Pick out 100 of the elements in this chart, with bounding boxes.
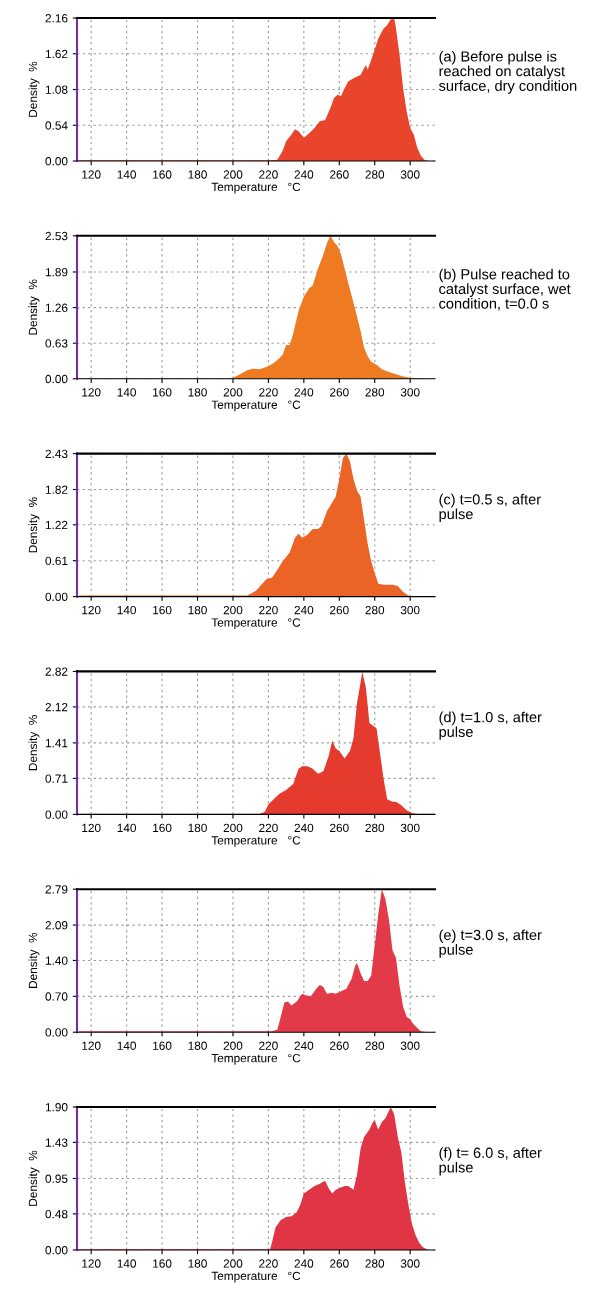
y-tick-label: 1.08 (45, 85, 68, 94)
x-tick-label: 300 (400, 605, 420, 615)
text: (e) t=3.0 s, after pulse (439, 929, 542, 958)
text: (d) t=1.0 s, after pulse (439, 711, 542, 740)
x-tick-label: 200 (223, 605, 243, 615)
x-tick-label: 260 (330, 605, 349, 615)
x-tick-label: 140 (117, 605, 137, 615)
y-tick-label: 0.00 (45, 592, 68, 601)
y-tick-label: 2.09 (45, 921, 68, 930)
text: (c) t=0.5 s, after pulse (439, 493, 541, 523)
x-tick-label: 220 (259, 1041, 278, 1050)
y-tick-label: 0.00 (45, 1028, 68, 1037)
y-axis-title: Density % (28, 497, 40, 553)
x-tick-label: 240 (294, 170, 314, 179)
y-tick-label: 1.22 (45, 520, 68, 530)
x-tick-label: 140 (117, 823, 137, 833)
y-tick-label: 0.54 (45, 121, 68, 130)
x-tick-label: 240 (294, 388, 314, 397)
y-tick-label: 0.63 (45, 339, 68, 348)
x-tick-label: 280 (365, 1259, 385, 1268)
y-tick-label: 2.53 (45, 231, 68, 241)
x-tick-label: 220 (259, 1259, 278, 1268)
y-tick-label: 1.43 (45, 1138, 68, 1147)
y-tick-label: 1.62 (45, 49, 68, 59)
x-tick-label: 180 (188, 823, 207, 833)
x-tick-label: 180 (188, 388, 207, 397)
x-tick-label: 180 (188, 170, 207, 179)
x-tick-label: 220 (259, 605, 278, 615)
y-tick-label: 0.48 (45, 1209, 68, 1219)
y-tick-label: 1.40 (45, 956, 68, 965)
y-tick-label: 2.82 (45, 667, 68, 676)
y-tick-label: 1.41 (45, 739, 68, 748)
x-tick-label: 120 (82, 170, 101, 179)
y-tick-label: 1.89 (45, 268, 68, 277)
x-tick-label: 140 (117, 388, 137, 397)
text: (f) t= 6.0 s, after pulse (439, 1147, 542, 1176)
y-tick-label: 2.12 (45, 702, 68, 712)
x-tick-label: 200 (223, 1041, 243, 1050)
x-tick-label: 160 (153, 1259, 172, 1268)
x-tick-label: 260 (330, 1259, 349, 1268)
y-tick-label: 1.26 (45, 303, 68, 312)
x-axis-title: Temperature °C (211, 836, 301, 847)
x-tick-label: 120 (82, 1259, 101, 1268)
x-tick-label: 260 (330, 1041, 349, 1050)
x-tick-label: 160 (153, 388, 172, 397)
y-tick-label: 2.79 (45, 885, 68, 894)
x-tick-label: 140 (117, 1041, 137, 1050)
x-tick-label: 140 (117, 1259, 137, 1268)
x-tick-label: 160 (153, 170, 172, 179)
y-tick-label: 2.16 (45, 14, 68, 23)
x-tick-label: 300 (400, 388, 420, 397)
x-tick-label: 300 (400, 1041, 420, 1050)
text: (a) Before pulse is reached on catalyst surface, dry condition (438, 50, 577, 94)
x-tick-label: 260 (330, 170, 349, 179)
x-axis-title: Temperature °C (211, 1053, 301, 1065)
y-tick-label: 1.90 (45, 1103, 68, 1112)
x-tick-label: 200 (223, 388, 243, 397)
x-tick-label: 260 (330, 388, 349, 397)
y-tick-label: 1.82 (45, 485, 68, 494)
x-tick-label: 220 (259, 823, 278, 833)
x-tick-label: 160 (153, 823, 172, 833)
x-tick-label: 240 (294, 1259, 314, 1268)
y-axis-title: Density % (28, 932, 40, 988)
y-tick-label: 2.43 (45, 449, 68, 458)
x-tick-label: 180 (188, 605, 207, 615)
x-tick-label: 300 (400, 170, 420, 179)
x-tick-label: 160 (153, 1041, 172, 1050)
x-tick-label: 280 (365, 1041, 385, 1050)
y-tick-label: 0.00 (45, 1246, 68, 1255)
x-axis-title: Temperature °C (211, 1271, 301, 1283)
x-tick-label: 220 (259, 170, 278, 179)
x-tick-label: 280 (365, 823, 385, 833)
x-tick-label: 200 (223, 823, 243, 833)
x-tick-label: 120 (82, 1041, 101, 1050)
x-tick-label: 220 (259, 388, 278, 397)
x-tick-label: 160 (153, 605, 172, 615)
y-axis-title: Density % (28, 61, 40, 117)
x-tick-label: 280 (365, 605, 385, 615)
y-axis-title: Density % (28, 279, 40, 335)
x-tick-label: 280 (365, 388, 385, 397)
x-tick-label: 200 (223, 170, 243, 179)
x-tick-label: 260 (330, 823, 349, 833)
y-tick-label: 0.00 (45, 810, 68, 819)
x-axis-title: Temperature °C (211, 618, 301, 630)
y-axis-title: Density % (28, 1150, 40, 1206)
x-tick-label: 280 (365, 170, 385, 179)
y-tick-label: 0.00 (45, 374, 68, 384)
x-axis-title: Temperature °C (211, 182, 301, 194)
x-tick-label: 120 (82, 823, 101, 833)
x-tick-label: 140 (117, 170, 137, 179)
y-axis-title: Density % (28, 715, 40, 771)
y-tick-label: 0.00 (45, 157, 68, 166)
y-tick-label: 0.95 (45, 1174, 68, 1183)
x-tick-label: 200 (223, 1259, 243, 1268)
x-tick-label: 300 (400, 823, 420, 833)
x-tick-label: 300 (400, 1259, 420, 1268)
text: (b) Pulse reached to catalyst surface, wet condition, t=0.0 s (439, 268, 571, 311)
y-tick-label: 0.71 (45, 774, 68, 783)
x-tick-label: 240 (294, 823, 314, 833)
x-tick-label: 180 (188, 1259, 207, 1268)
